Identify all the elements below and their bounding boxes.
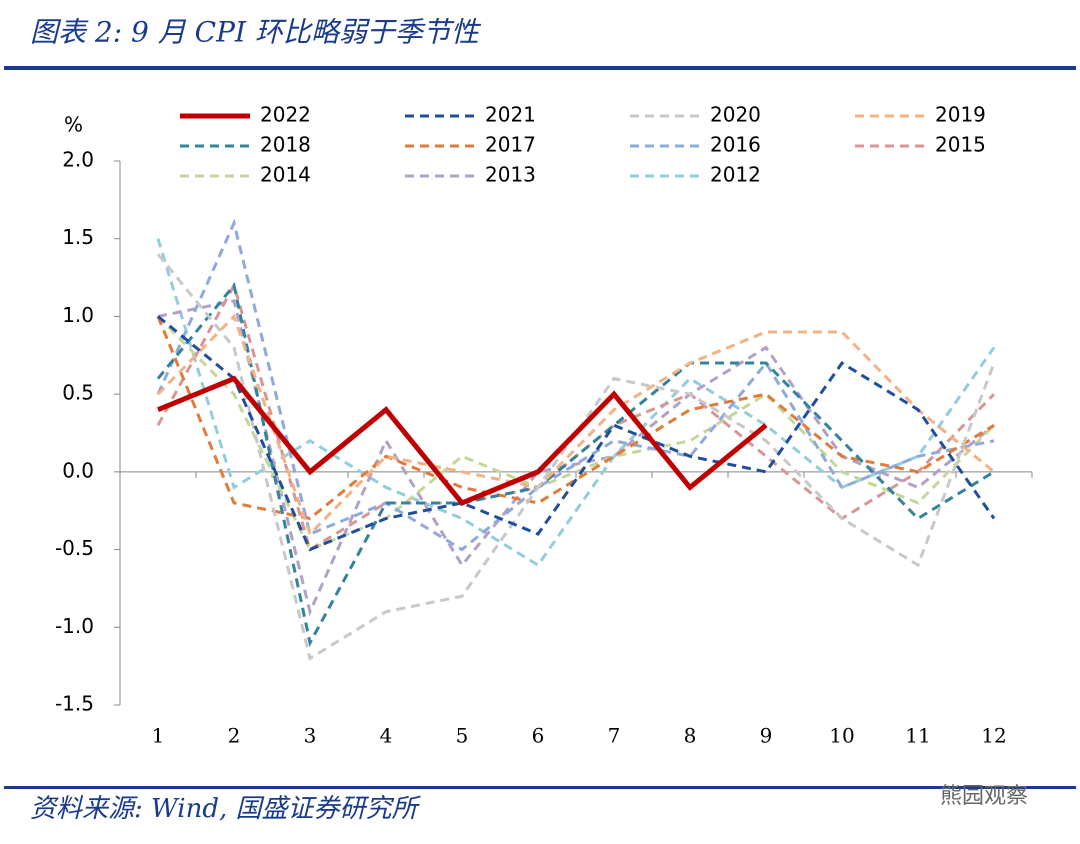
x-tick-label: 5 bbox=[456, 724, 469, 748]
x-tick-label: 10 bbox=[829, 724, 854, 748]
y-tick-label: -1.0 bbox=[55, 614, 94, 638]
x-tick-label: 2 bbox=[228, 724, 241, 748]
series-line bbox=[157, 299, 995, 617]
legend-label: 2015 bbox=[935, 133, 986, 157]
legend-label: 2016 bbox=[710, 133, 761, 157]
legend-label: 2012 bbox=[710, 163, 761, 187]
y-tick-label: 1.0 bbox=[62, 303, 94, 327]
x-tick-label: 9 bbox=[760, 724, 773, 748]
legend-label: 2018 bbox=[260, 133, 311, 157]
x-tick-label: 3 bbox=[304, 724, 317, 748]
x-tick-label: 7 bbox=[608, 724, 621, 748]
x-tick-label: 12 bbox=[981, 724, 1006, 748]
y-tick-label: 0.0 bbox=[62, 458, 94, 482]
series-line bbox=[157, 315, 996, 552]
x-tick-label: 8 bbox=[684, 724, 697, 748]
legend-label: 2013 bbox=[485, 163, 536, 187]
legend-label: 2021 bbox=[485, 103, 536, 127]
y-tick-label: 0.5 bbox=[62, 381, 94, 405]
legend-label: 2014 bbox=[260, 163, 311, 187]
series-line bbox=[156, 313, 995, 537]
legend-label: 2022 bbox=[260, 103, 311, 127]
legend-label: 2017 bbox=[485, 133, 536, 157]
series-line bbox=[156, 253, 996, 661]
y-tick-label: -0.5 bbox=[55, 536, 94, 560]
y-unit: % bbox=[64, 113, 83, 137]
footer-rule bbox=[4, 786, 1076, 789]
y-tick-label: -1.5 bbox=[55, 692, 94, 716]
legend-label: 2019 bbox=[935, 103, 986, 127]
title: 图表 2: 9 月 CPI 环比略弱于季节性 bbox=[30, 16, 482, 49]
x-tick-label: 4 bbox=[380, 724, 393, 748]
y-tick-label: 1.5 bbox=[62, 225, 94, 249]
series-line bbox=[156, 218, 995, 552]
x-tick-label: 6 bbox=[532, 724, 545, 748]
x-tick-label: 1 bbox=[152, 724, 165, 748]
series-line bbox=[156, 281, 995, 648]
legend-label: 2020 bbox=[710, 103, 761, 127]
series-line bbox=[157, 375, 768, 506]
watermark: 熊园观察 bbox=[940, 784, 1028, 809]
title-rule bbox=[4, 66, 1076, 70]
series-line bbox=[156, 238, 996, 568]
x-tick-label: 11 bbox=[905, 724, 930, 748]
source: 资料来源: Wind, 国盛证券研究所 bbox=[30, 794, 422, 824]
series-line bbox=[156, 315, 996, 552]
series-line bbox=[156, 315, 995, 521]
y-tick-label: 2.0 bbox=[62, 148, 94, 172]
